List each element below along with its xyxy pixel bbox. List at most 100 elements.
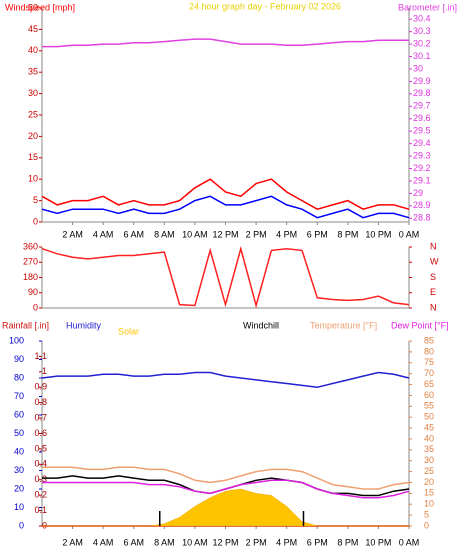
y-tick-label: 75	[424, 357, 434, 367]
x-tick-label: 4 AM	[93, 229, 114, 239]
y-tick-label: 29	[413, 188, 423, 198]
x-tick-label: 8 PM	[337, 537, 358, 547]
y-tick-label: 180	[23, 272, 38, 282]
y-tick-label: 35	[28, 67, 38, 77]
y-tick-label: 15	[424, 488, 434, 498]
y-tick-label: N	[430, 302, 437, 312]
y-tick-label: 30	[413, 63, 423, 73]
y-tick-label: 50	[28, 2, 38, 12]
legend-label: Windchill	[243, 320, 279, 330]
y-tick-label: 10	[28, 174, 38, 184]
y-tick-label: 40	[424, 433, 434, 443]
y-tick-label: 45	[424, 422, 434, 432]
y-tick-label: 30.4	[413, 14, 431, 24]
x-tick-label: 4 PM	[276, 537, 297, 547]
x-tick-label: 2 AM	[62, 229, 83, 239]
series-line	[42, 479, 410, 499]
y-tick-label: 29.8	[413, 88, 431, 98]
series-line	[42, 38, 409, 48]
y-tick-label: 0	[19, 520, 24, 530]
y-tick-label: 90	[14, 354, 24, 364]
x-tick-label: 10 PM	[365, 229, 391, 239]
series-line	[41, 178, 410, 211]
x-tick-label: 2 PM	[246, 229, 267, 239]
y-tick-label: 70	[14, 391, 24, 401]
y-tick-label: 20	[28, 131, 38, 141]
x-tick-label: 2 AM	[62, 537, 83, 547]
y-tick-label: 0.8	[34, 397, 47, 407]
y-tick-label: 65	[424, 379, 434, 389]
y-tick-label: 90	[28, 287, 38, 297]
x-tick-label: 4 PM	[276, 229, 297, 239]
y-tick-label: 25	[28, 109, 38, 119]
y-tick-label: 1	[42, 366, 47, 376]
x-tick-label: 12 PM	[212, 229, 238, 239]
chart-title: 24 hour graph day - February 02 2026	[189, 1, 341, 11]
y-tick-label: 60	[14, 409, 24, 419]
legend-label: Dew Point [°F]	[391, 320, 449, 330]
y-tick-label: S	[430, 272, 436, 282]
legend-label: Rainfall [.in]	[2, 320, 49, 330]
y-tick-label: 70	[424, 368, 434, 378]
legend-label: Windspeed [mph]	[5, 2, 75, 12]
x-tick-label: 12 PM	[212, 537, 238, 547]
y-tick-label: 10	[14, 502, 24, 512]
y-tick-label: 0.5	[34, 443, 47, 453]
y-tick-label: 30	[424, 455, 434, 465]
y-tick-label: 85	[424, 335, 434, 345]
y-tick-label: 40	[14, 446, 24, 456]
x-tick-label: 0 AM	[399, 537, 420, 547]
legend-label: Humidity	[66, 320, 102, 330]
y-tick-label: 20	[14, 483, 24, 493]
x-tick-label: 10 AM	[182, 229, 208, 239]
legend-label: Solar	[118, 326, 139, 336]
y-tick-label: 0.4	[34, 459, 47, 469]
y-tick-label: 29.2	[413, 163, 431, 173]
y-tick-label: 0.3	[34, 474, 47, 484]
y-tick-label: 15	[28, 152, 38, 162]
y-tick-label: 80	[14, 372, 24, 382]
y-tick-label: 30	[14, 465, 24, 475]
x-tick-label: 6 AM	[123, 537, 144, 547]
series-line	[41, 195, 410, 219]
x-tick-label: 4 AM	[93, 537, 114, 547]
y-tick-label: 0	[33, 216, 38, 226]
y-tick-label: 35	[424, 444, 434, 454]
y-tick-label: 1.1	[34, 351, 47, 361]
y-tick-label: 0	[33, 302, 38, 312]
x-tick-label: 10 PM	[365, 537, 391, 547]
y-tick-label: 29.5	[413, 126, 431, 136]
y-tick-label: 100	[9, 335, 24, 345]
y-tick-label: 10	[424, 499, 434, 509]
y-tick-label: 0.7	[34, 412, 47, 422]
y-tick-label: 40	[28, 45, 38, 55]
x-tick-label: 0 AM	[399, 229, 420, 239]
y-tick-label: 30	[28, 88, 38, 98]
y-tick-label: 80	[424, 346, 434, 356]
x-tick-label: 6 AM	[123, 229, 144, 239]
y-tick-label: 30.1	[413, 51, 431, 61]
y-tick-label: 45	[28, 24, 38, 34]
series-line	[42, 466, 410, 490]
y-tick-label: 0.6	[34, 428, 47, 438]
y-tick-label: 0.1	[34, 505, 47, 515]
y-tick-label: 28.9	[413, 200, 431, 210]
y-tick-label: 5	[424, 509, 429, 519]
y-tick-label: 29.1	[413, 175, 431, 185]
y-tick-label: 29.9	[413, 76, 431, 86]
x-tick-label: 6 PM	[307, 537, 328, 547]
y-tick-label: E	[430, 287, 436, 297]
y-tick-label: 28.8	[413, 213, 431, 223]
y-tick-label: 360	[23, 241, 38, 251]
x-tick-label: 8 PM	[337, 229, 358, 239]
y-tick-label: 60	[424, 390, 434, 400]
y-tick-label: 0.9	[34, 382, 47, 392]
y-tick-label: 50	[14, 428, 24, 438]
y-tick-label: 25	[424, 466, 434, 476]
x-tick-label: 8 AM	[154, 229, 175, 239]
y-tick-label: 29.6	[413, 113, 431, 123]
y-tick-label: 20	[424, 477, 434, 487]
y-tick-label: W	[430, 257, 439, 267]
series-line	[41, 245, 410, 309]
